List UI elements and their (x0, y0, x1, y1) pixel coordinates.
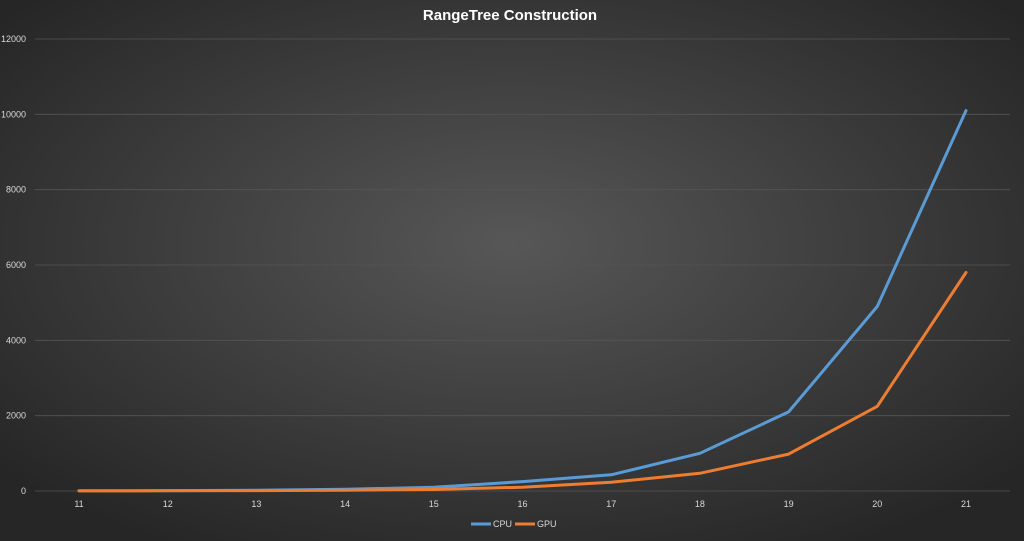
y-tick-label: 10000 (1, 109, 26, 119)
y-tick-label: 4000 (6, 335, 26, 345)
x-tick-label: 20 (872, 499, 882, 509)
x-tick-label: 18 (695, 499, 705, 509)
x-tick-label: 17 (606, 499, 616, 509)
x-tick-label: 14 (340, 499, 350, 509)
chart-title: RangeTree Construction (423, 7, 597, 24)
x-tick-label: 11 (74, 499, 83, 509)
legend: CPU GPU (471, 519, 557, 529)
x-tick-label: 13 (251, 499, 261, 509)
x-tick-label: 12 (163, 499, 173, 509)
legend-label-gpu: GPU (537, 519, 557, 529)
y-tick-label: 12000 (1, 34, 26, 44)
series-lines (77, 109, 968, 493)
y-tick-label: 0 (21, 486, 26, 496)
x-tick-label: 21 (961, 499, 971, 509)
x-tick-label: 15 (429, 499, 439, 509)
gridlines (35, 38, 1010, 492)
y-tick-label: 6000 (6, 260, 26, 270)
x-tick-label: 19 (784, 499, 794, 509)
x-tick-label: 16 (517, 499, 527, 509)
legend-label-cpu: CPU (493, 519, 512, 529)
x-axis-tick-labels: 11 12 13 14 15 16 17 18 19 20 21 (74, 499, 971, 509)
y-tick-label: 2000 (6, 411, 26, 421)
y-tick-label: 8000 (6, 185, 26, 195)
series-line-gpu (77, 271, 968, 493)
y-axis-tick-labels: 0 2000 4000 6000 8000 10000 12000 (1, 34, 26, 496)
